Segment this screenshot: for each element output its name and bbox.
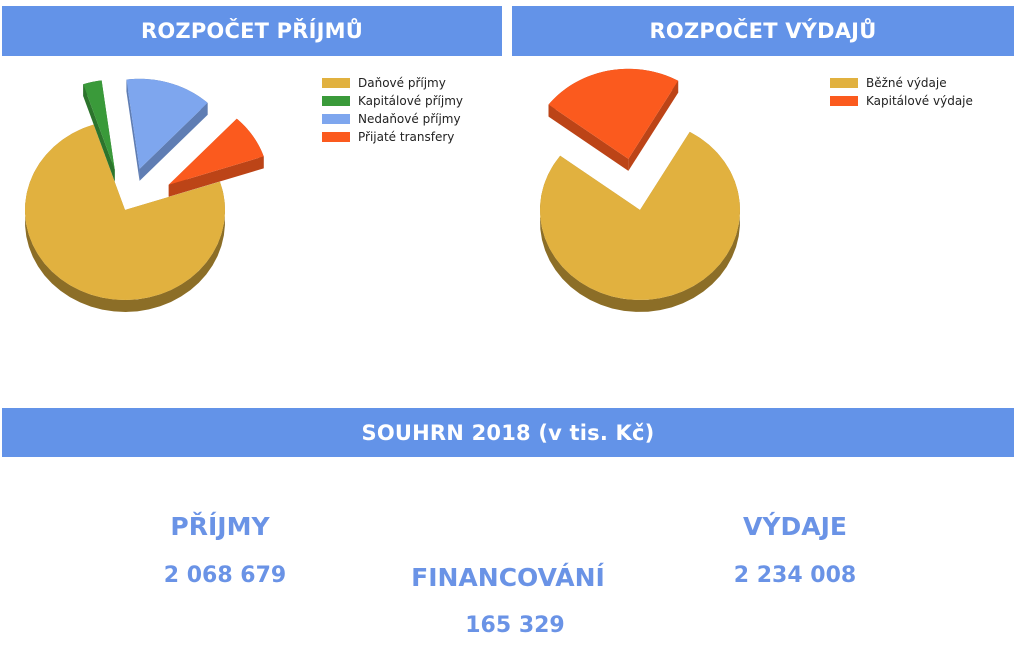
expense-legend: Běžné výdaje Kapitálové výdaje xyxy=(830,74,973,110)
legend-swatch xyxy=(322,78,350,88)
expense-summary-title: VÝDAJE xyxy=(743,512,847,541)
legend-item-kapitalove-vydaje: Kapitálové výdaje xyxy=(830,92,973,110)
expense-summary-value: 2 234 008 xyxy=(733,563,857,588)
legend-swatch xyxy=(322,96,350,106)
legend-item-danove-prijmy: Daňové příjmy xyxy=(322,74,463,92)
pie-slice-wall-nedanove-prijmy xyxy=(126,79,140,181)
pie-slice-bezne-vydaje xyxy=(540,131,740,300)
pie-slice-kapitalove-prijmy xyxy=(83,80,115,170)
pie-slice-nedanove-prijmy xyxy=(126,78,208,169)
financing-summary-value: 165 329 xyxy=(465,613,565,638)
legend-label: Běžné výdaje xyxy=(866,76,947,90)
summary-header: SOUHRN 2018 (v tis. Kč) xyxy=(2,408,1014,457)
expense-budget-header: ROZPOČET VÝDAJŮ xyxy=(512,6,1014,56)
legend-swatch xyxy=(830,96,858,106)
pie-slice-prijate-transfery xyxy=(168,118,264,185)
legend-swatch xyxy=(322,114,350,124)
pie-slice-kapitalove-vydaje xyxy=(548,68,679,159)
pie-slice-wall-kapitalove-vydaje xyxy=(628,80,679,171)
legend-swatch xyxy=(322,132,350,142)
legend-label: Nedaňové příjmy xyxy=(358,112,461,126)
legend-label: Přijaté transfery xyxy=(358,130,455,144)
pie-slice-wall-kapitalove-prijmy xyxy=(83,84,115,182)
pie-slice-wall-nedanove-prijmy xyxy=(139,102,208,181)
legend-label: Kapitálové výdaje xyxy=(866,94,973,108)
income-pie-chart xyxy=(25,78,264,312)
legend-item-nedanove-prijmy: Nedaňové příjmy xyxy=(322,110,463,128)
legend-label: Kapitálové příjmy xyxy=(358,94,464,108)
income-budget-header: ROZPOČET PŘÍJMŮ xyxy=(2,6,502,56)
pie-slice-wall-prijate-transfery xyxy=(168,156,264,197)
pie-slice-wall-kapitalove-vydaje xyxy=(548,104,629,171)
financing-summary-title: FINANCOVÁNÍ xyxy=(411,563,605,592)
legend-label: Daňové příjmy xyxy=(358,76,446,90)
legend-item-kapitalove-prijmy: Kapitálové příjmy xyxy=(322,92,463,110)
expense-pie-chart xyxy=(540,68,740,312)
pie-slice-danove-prijmy xyxy=(25,124,225,300)
legend-item-bezne-vydaje: Běžné výdaje xyxy=(830,74,973,92)
legend-item-prijate-transfery: Přijaté transfery xyxy=(322,128,463,146)
income-summary-value: 2 068 679 xyxy=(163,563,287,588)
income-summary-title: PŘÍJMY xyxy=(170,512,270,541)
legend-swatch xyxy=(830,78,858,88)
income-legend: Daňové příjmy Kapitálové příjmy Nedaňové p… xyxy=(322,74,463,146)
